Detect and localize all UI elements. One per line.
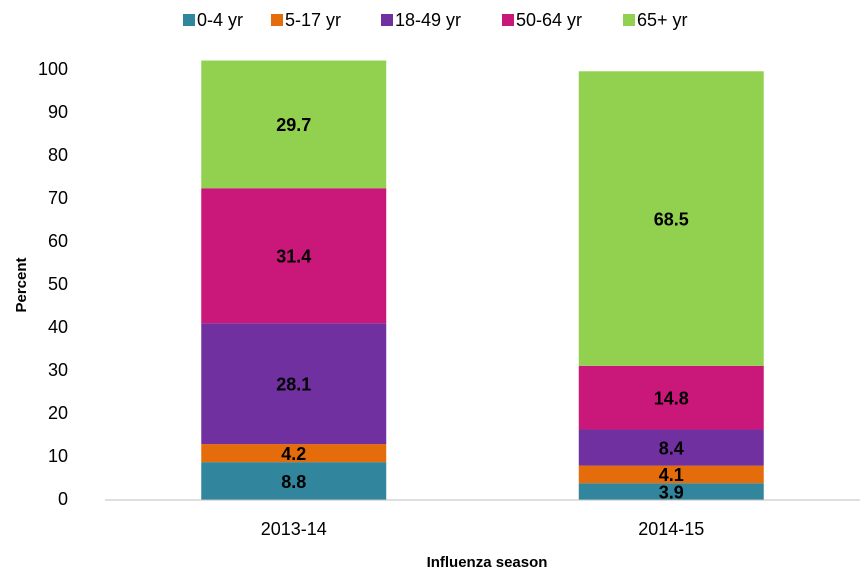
- legend-swatch: [502, 14, 514, 26]
- data-label: 29.7: [276, 115, 311, 135]
- data-label: 3.9: [659, 482, 684, 502]
- legend-label: 5-17 yr: [285, 10, 341, 30]
- x-tick-label: 2014-15: [638, 519, 704, 539]
- y-axis-title: Percent: [13, 257, 30, 312]
- y-tick-label: 30: [48, 360, 68, 380]
- y-tick-label: 20: [48, 403, 68, 423]
- legend-label: 18-49 yr: [395, 10, 461, 30]
- data-label: 8.4: [659, 438, 684, 458]
- y-tick-label: 60: [48, 231, 68, 251]
- y-tick-label: 90: [48, 102, 68, 122]
- data-label: 28.1: [276, 374, 311, 394]
- bar-segment: [201, 323, 387, 445]
- bar-segment: [201, 60, 387, 189]
- legend-label: 65+ yr: [637, 10, 688, 30]
- bar-segment: [578, 429, 764, 466]
- bar-segment: [201, 462, 387, 500]
- legend-swatch: [623, 14, 635, 26]
- bar-segment: [201, 444, 387, 463]
- data-label: 8.8: [281, 472, 306, 492]
- bar-segment: [201, 188, 387, 324]
- legend-swatch: [271, 14, 283, 26]
- data-label: 4.1: [659, 465, 684, 485]
- x-tick-label: 2013-14: [261, 519, 327, 539]
- bar-segment: [578, 71, 764, 366]
- data-label: 14.8: [654, 388, 689, 408]
- y-tick-label: 0: [58, 489, 68, 509]
- data-label: 4.2: [281, 444, 306, 464]
- y-tick-label: 100: [38, 59, 68, 79]
- data-label: 68.5: [654, 209, 689, 229]
- bar-segment: [578, 365, 764, 430]
- bar-segment: [578, 483, 764, 500]
- legend-label: 0-4 yr: [197, 10, 243, 30]
- y-tick-label: 40: [48, 317, 68, 337]
- legend-label: 50-64 yr: [516, 10, 582, 30]
- y-tick-label: 10: [48, 446, 68, 466]
- x-axis-title: Influenza season: [427, 554, 548, 571]
- bar-segment: [578, 465, 764, 484]
- legend-swatch: [183, 14, 195, 26]
- y-tick-label: 70: [48, 188, 68, 208]
- data-label: 31.4: [276, 247, 311, 267]
- legend-swatch: [381, 14, 393, 26]
- y-tick-label: 50: [48, 274, 68, 294]
- y-tick-label: 80: [48, 145, 68, 165]
